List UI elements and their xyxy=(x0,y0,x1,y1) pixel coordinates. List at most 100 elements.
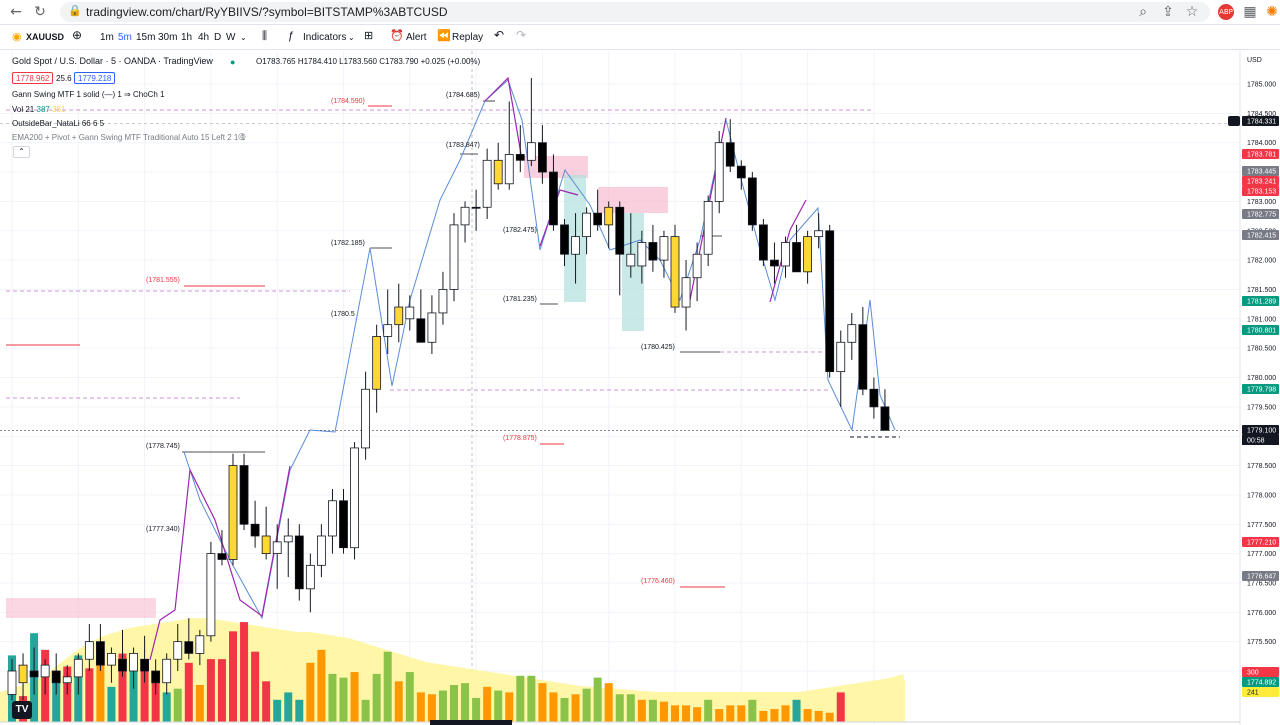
ema-area xyxy=(0,618,905,722)
price-label: 1782.775 xyxy=(1247,212,1276,219)
price-tick: 1780.500 xyxy=(1247,346,1276,353)
volume-bar xyxy=(96,662,105,722)
replay-button[interactable]: Replay xyxy=(452,32,484,43)
volume-bar xyxy=(184,662,193,722)
candle-body xyxy=(394,306,404,326)
candle-body xyxy=(316,535,326,566)
candle-body xyxy=(703,200,713,255)
candle-body xyxy=(84,641,94,660)
price-axis[interactable]: USD1785.0001784.5001784.0001783.5001783.… xyxy=(0,51,1280,725)
alert-icon[interactable]: ⏰ xyxy=(390,30,404,42)
candle-body xyxy=(328,500,337,537)
spread-value: 25.6 xyxy=(56,74,72,83)
candle-body xyxy=(96,641,105,666)
interval-5m[interactable]: 5m xyxy=(118,32,132,43)
candle-body xyxy=(593,212,603,226)
collapse-legend-button[interactable]: ⌃ xyxy=(13,146,30,158)
candle-body xyxy=(847,324,857,343)
interval-15m[interactable]: 15m xyxy=(136,32,156,43)
vol-label: Vol xyxy=(12,105,24,114)
url-text: tradingview.com/chart/RyYBIIVS/?symbol=B… xyxy=(86,5,448,19)
templates-icon[interactable]: ⊞ xyxy=(364,30,374,42)
price-label-bg xyxy=(1242,176,1279,186)
indicators-button[interactable]: Indicators xyxy=(303,32,347,43)
price-chart[interactable]: (1784.685) (1784.590) (1783.847) (1782.475)… xyxy=(0,51,1280,725)
volume-bar xyxy=(129,670,138,722)
indicator-outside-bar[interactable]: OutsideBar_NataLi 66 6 5 xyxy=(12,119,105,128)
price-tick: 1785.000 xyxy=(1247,82,1276,89)
price-tick: 1775.500 xyxy=(1247,639,1276,646)
chevron-down-icon[interactable]: ⌄ xyxy=(240,33,247,42)
interval-4h[interactable]: 4h xyxy=(198,32,210,43)
price-tick: 1777.000 xyxy=(1247,551,1276,558)
price-label-bg xyxy=(1242,425,1279,435)
chart-type-icon[interactable]: ⫼ xyxy=(262,30,268,42)
reload-icon[interactable]: ↻ xyxy=(34,4,46,20)
candle-body xyxy=(118,658,127,672)
price-label-bg xyxy=(1242,296,1279,306)
volume-bar xyxy=(604,683,613,722)
volume-bar xyxy=(516,675,525,722)
back-icon[interactable]: ← xyxy=(10,4,22,20)
price-tick: 1781.000 xyxy=(1247,316,1276,323)
candle-body xyxy=(383,324,393,337)
replay-icon[interactable]: ⏪ xyxy=(437,30,451,42)
candle-body xyxy=(18,664,28,684)
eye-hidden-icon[interactable]: ◎ xyxy=(238,131,246,141)
symbol-search[interactable]: XAUUSD xyxy=(26,32,65,42)
candle-body xyxy=(670,236,680,308)
volume-bar xyxy=(438,690,447,722)
alert-button[interactable]: Alert xyxy=(406,32,427,43)
tradingview-logo-icon: TV xyxy=(12,701,32,719)
share-icon[interactable]: ⇪ xyxy=(1162,4,1174,20)
price-label: 1783.445 xyxy=(1247,169,1276,176)
zoom-icon[interactable]: ⌕ xyxy=(1139,4,1147,20)
interval-w[interactable]: W xyxy=(226,32,236,43)
redo-icon[interactable]: ↷ xyxy=(516,28,527,42)
address-bar[interactable]: 🔒 tradingview.com/chart/RyYBIIVS/?symbol… xyxy=(60,2,1210,22)
indicator-volume[interactable]: Vol 21 387 381 xyxy=(12,105,65,114)
candle-body xyxy=(405,306,415,320)
candle-body xyxy=(504,154,514,185)
volume-bar xyxy=(151,681,160,722)
buy-price[interactable]: 1779.218 xyxy=(74,72,116,84)
candle-body xyxy=(51,670,61,684)
candle-body xyxy=(747,177,757,226)
candle-body xyxy=(770,259,779,267)
bookmark-star-icon[interactable]: ☆ xyxy=(1185,4,1199,20)
add-alert-plus-icon xyxy=(1228,116,1240,126)
candle-body xyxy=(471,206,481,209)
sell-price[interactable]: 1778.962 xyxy=(12,72,54,84)
candle-body xyxy=(195,635,205,654)
indicator-ema-pivot[interactable]: EMA200 + Pivot + Gann Swing MTF Traditio… xyxy=(12,133,246,142)
volume-bar xyxy=(770,709,779,722)
volume-bar xyxy=(803,709,812,722)
interval-1h[interactable]: 1h xyxy=(181,32,193,43)
volume-bar xyxy=(825,712,834,722)
volume-bar xyxy=(461,683,470,722)
indicator-gann-swing[interactable]: Gann Swing MTF 1 solid (—) 1 ⇒ ChoCh 1 xyxy=(12,90,165,99)
indicators-chevron-icon[interactable]: ⌄ xyxy=(348,33,355,42)
volume-bar xyxy=(781,705,790,722)
interval-1m[interactable]: 1m xyxy=(100,32,114,43)
volume-bar xyxy=(593,677,602,722)
interval-d[interactable]: D xyxy=(214,32,222,43)
legend-title: Gold Spot / U.S. Dollar · 5 · OANDA · Tr… xyxy=(12,56,213,66)
candle-body xyxy=(217,553,227,560)
price-label-bg xyxy=(1242,209,1279,219)
volume-bar xyxy=(759,710,768,722)
extension-icon[interactable]: ABP xyxy=(1218,4,1234,20)
extension-2-icon[interactable]: ▦ xyxy=(1243,4,1257,20)
volume-bar xyxy=(659,701,668,722)
interval-30m[interactable]: 30m xyxy=(158,32,178,43)
extension-3-icon[interactable]: ✺ xyxy=(1266,4,1278,20)
annotations-layer: (1784.685) (1784.590) (1783.847) (1782.475)… xyxy=(146,92,675,585)
candle-body xyxy=(40,664,50,678)
compare-symbol-icon[interactable]: ⊕ xyxy=(72,28,83,42)
volume-bar xyxy=(317,649,326,722)
indicators-icon[interactable]: ƒ xyxy=(288,30,295,42)
volume-bar xyxy=(107,686,116,722)
candle-body xyxy=(482,159,492,208)
candle-body xyxy=(692,253,702,279)
undo-icon[interactable]: ↶ xyxy=(494,28,505,42)
